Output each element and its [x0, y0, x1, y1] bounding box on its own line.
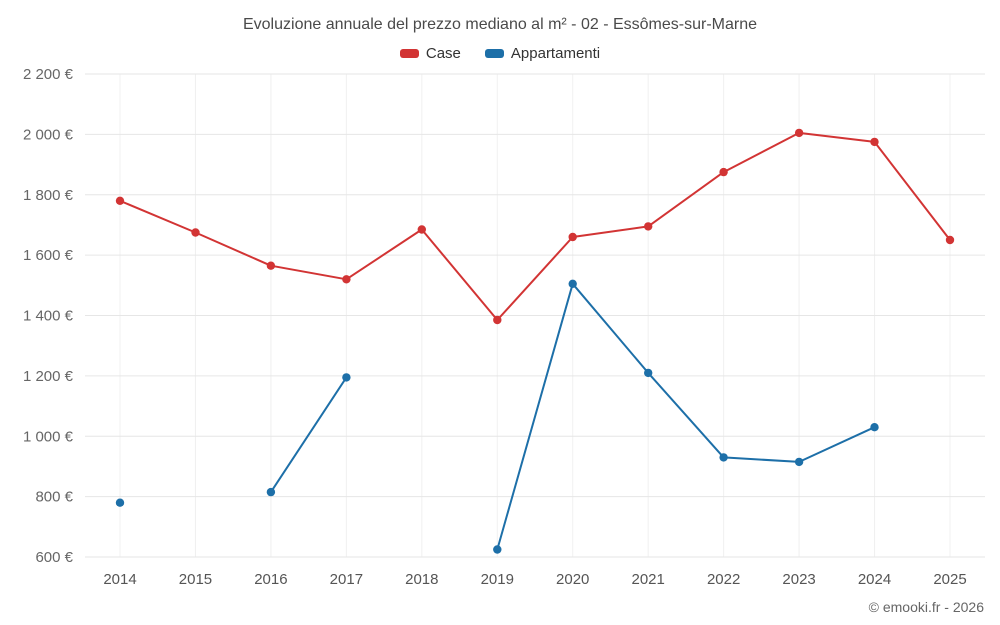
point-case-2014[interactable] [115, 196, 125, 205]
y-tick-label: 1 400 € [23, 308, 74, 325]
point-case-2019[interactable] [493, 315, 502, 325]
y-tick-label: 1 000 € [23, 428, 74, 445]
legend-item-case[interactable]: Case [399, 45, 461, 62]
point-case-2018[interactable] [417, 225, 426, 234]
point-appartamenti-2023[interactable] [794, 457, 804, 467]
point-case-2015[interactable] [191, 228, 200, 237]
x-tick-label: 2023 [782, 571, 815, 588]
point-case-2022[interactable] [719, 167, 728, 177]
y-tick-label: 2 200 € [23, 66, 74, 83]
legend-item-appartamenti[interactable]: Appartamenti [484, 45, 601, 62]
point-case-2025[interactable] [945, 235, 955, 245]
y-tick-label: 2 000 € [23, 126, 74, 143]
x-tick-label: 2024 [858, 571, 891, 588]
point-case-2017[interactable] [342, 275, 351, 284]
x-tick-label: 2017 [330, 571, 363, 588]
point-case-2021[interactable] [644, 222, 653, 231]
point-appartamenti-2022[interactable] [719, 453, 728, 462]
x-tick-label: 2025 [933, 571, 966, 588]
x-tick-label: 2016 [254, 571, 287, 588]
point-case-2020[interactable] [568, 232, 577, 242]
y-tick-label: 800 € [35, 489, 73, 506]
x-tick-label: 2021 [631, 571, 664, 588]
legend-label-case: Case [425, 45, 461, 62]
point-case-2016[interactable] [266, 261, 276, 270]
x-tick-label: 2018 [405, 571, 438, 588]
chart-title: Evoluzione annuale del prezzo mediano al… [242, 16, 757, 33]
series-line-appartamenti [269, 282, 876, 551]
y-tick-label: 1 600 € [23, 247, 74, 264]
point-appartamenti-2019[interactable] [493, 545, 502, 554]
x-tick-label: 2015 [179, 571, 212, 588]
legend-swatch-case-icon [399, 49, 419, 58]
point-appartamenti-2016[interactable] [266, 487, 276, 497]
legend-swatch-appartamenti-icon [484, 49, 504, 58]
y-tick-label: 600 € [35, 549, 73, 566]
y-tick-label: 1 200 € [23, 368, 74, 385]
point-appartamenti-2024[interactable] [870, 423, 879, 432]
point-case-2023[interactable] [794, 128, 804, 138]
x-tick-label: 2019 [481, 571, 514, 588]
footer-credit: © emooki.fr - 2026 [868, 599, 984, 615]
point-appartamenti-2017[interactable] [342, 373, 351, 382]
x-tick-label: 2020 [556, 571, 589, 588]
legend: Case Appartamenti [0, 45, 1000, 62]
x-tick-label: 2022 [707, 571, 740, 588]
point-appartamenti-2021[interactable] [644, 368, 653, 378]
point-appartamenti-2020[interactable] [568, 279, 577, 288]
y-tick-label: 1 800 € [23, 187, 74, 204]
point-case-2024[interactable] [870, 137, 879, 147]
point-appartamenti-2014[interactable] [115, 498, 125, 507]
series-line-case [119, 131, 951, 321]
legend-label-appartamenti: Appartamenti [510, 45, 601, 62]
x-tick-label: 2014 [103, 571, 136, 588]
